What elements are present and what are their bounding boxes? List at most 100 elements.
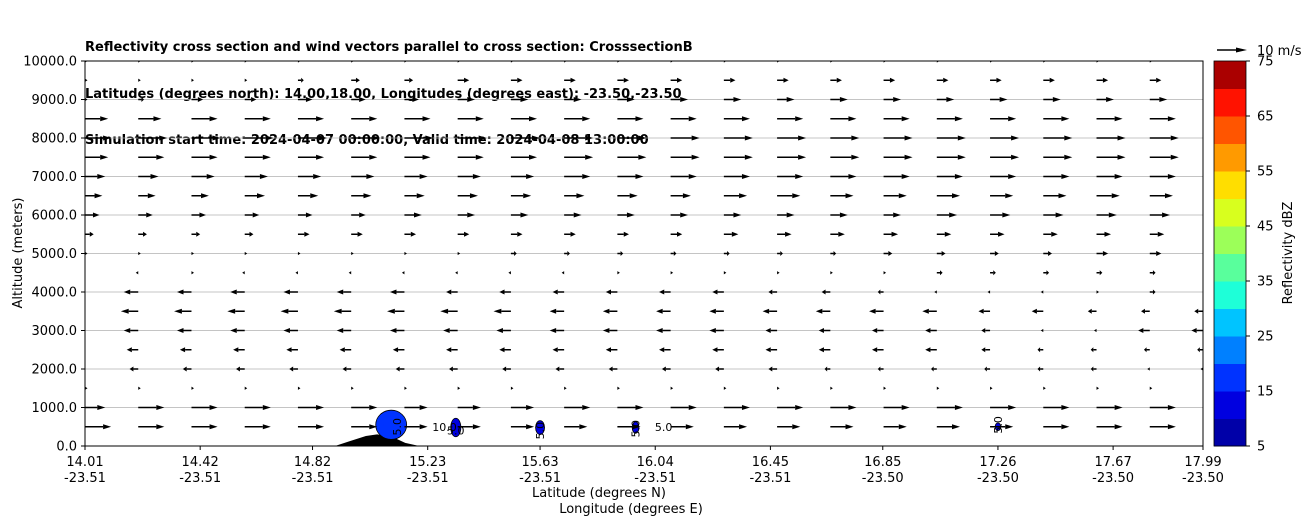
wind-vector-head [981,328,986,333]
wind-vector [936,174,963,179]
wind-vector [85,231,94,237]
wind-vector [1203,78,1215,83]
wind-vector [1043,97,1061,102]
wind-vector-head [851,154,860,160]
wind-vector-head [230,289,237,295]
wind-vector-head [1114,116,1123,122]
wind-vector-head [301,77,304,83]
wind-vector [1096,386,1100,390]
wind-vector-head [786,97,795,102]
wind-vector-head [999,97,1008,102]
wind-vector [936,77,949,83]
wind-vector [283,289,298,295]
wind-vector-head [1090,347,1094,353]
wind-vector-head [824,366,828,372]
wind-vector [830,424,854,430]
wind-vector-head [318,135,327,141]
wind-vector-head [467,212,476,218]
wind-vector [138,193,156,199]
wind-vector-head [97,405,106,410]
x-tick-label-lon: -23.51 [179,471,221,486]
colorbar-bin [1214,336,1246,364]
wind-vector [191,154,218,160]
wind-vector-head [85,386,88,390]
wind-vector-head [998,231,1005,237]
wind-vector [1149,174,1176,179]
wind-vector-head [1037,347,1041,353]
wind-vector-head [1102,251,1109,256]
colorbar-bin [1214,363,1246,392]
wind-vector-head [123,328,131,333]
wind-vector [883,251,893,256]
wind-vector [404,154,431,160]
wind-vector-head [768,289,773,295]
wind-vector-head [280,308,289,314]
wind-vector-head [839,212,848,218]
wind-vector [712,347,724,353]
wind-vector-head [413,212,422,218]
wind-vector [297,405,325,410]
wind-vector-head [153,116,162,122]
wind-vector-head [209,424,218,430]
wind-vector [191,78,194,82]
wind-vector-head [629,193,638,199]
wind-vector-head [632,424,641,430]
wind-vector [925,347,937,353]
wind-vector-head [297,386,301,390]
wind-vector [1191,328,1203,333]
wind-vector [990,405,1017,410]
wind-vector [448,366,458,372]
wind-vector-head [1108,212,1117,218]
wind-vector [617,231,629,237]
wind-vector [723,154,753,160]
wind-vector-head [1087,308,1092,314]
wind-vector [549,308,565,314]
wind-vector-head [954,405,963,410]
quiver-key-arrow [1217,47,1247,53]
wind-vector-head [359,97,366,102]
wind-vector [1096,135,1126,141]
wind-vector-head [1147,367,1150,371]
wind-vector [981,347,991,353]
wind-vector-head [230,328,237,333]
wind-vector-head [520,97,529,102]
wind-vector [990,116,1017,122]
wind-vector [1149,135,1179,141]
wind-vector [869,308,884,314]
quiver-key: 10 m/s [1217,44,1302,59]
wind-vector [1037,366,1044,372]
wind-vector-head [191,78,194,82]
wind-vector-head [201,193,209,199]
wind-vector [351,231,363,237]
wind-vector-head [1167,174,1176,179]
wind-vector [617,251,624,256]
wind-vector [1037,347,1044,353]
wind-vector [333,308,352,314]
x-tick-label-lon: -23.51 [749,471,791,486]
wind-vector [1096,154,1126,160]
wind-vector-head [1099,270,1103,276]
wind-vector-head [994,251,999,256]
wind-vector-head [723,271,727,275]
wind-vector-head [416,193,425,199]
wind-vector-head [904,154,913,160]
wind-vector-head [517,77,523,83]
wind-vector [877,366,884,372]
wind-vector-head [818,347,824,353]
wind-vector [723,271,727,275]
wind-vector [936,212,958,218]
wind-vector [1096,424,1123,430]
wind-vector-head [392,347,399,353]
wind-vector [978,308,991,314]
wind-vector [404,135,434,141]
wind-vector-head [517,231,523,237]
wind-vector-head [1162,212,1171,218]
wind-vector [510,154,538,160]
wind-vector [227,308,245,314]
wind-vector [670,212,689,218]
wind-vector-head [656,308,663,314]
wind-vector-head [582,405,591,410]
wind-vector [709,308,724,314]
wind-vector-head [925,347,931,353]
wind-vector [510,174,535,179]
